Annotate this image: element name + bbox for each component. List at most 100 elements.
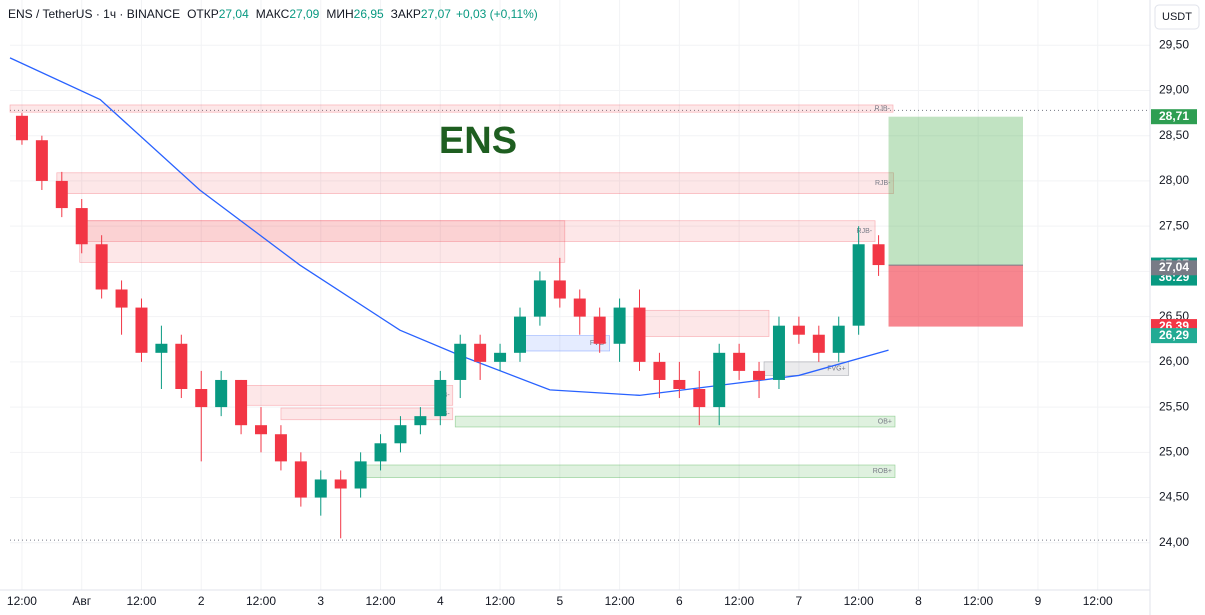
zone-label: RJB- [857, 228, 873, 235]
candle-body [175, 343, 188, 389]
candle-body [374, 443, 387, 462]
candle-body [135, 307, 148, 353]
candle-body [872, 244, 885, 266]
zone [365, 464, 896, 479]
candle-body [314, 479, 327, 498]
target-zone [888, 116, 1024, 266]
zone [79, 220, 566, 263]
candle-body [195, 389, 208, 408]
candle-body [593, 316, 606, 344]
candle-body [235, 379, 248, 426]
legend-item: +0,03 (+0,11%) [456, 7, 538, 21]
zone [240, 385, 454, 406]
annotation: ENS [439, 120, 517, 162]
candle-body [693, 389, 706, 408]
candle-body [294, 461, 307, 498]
y-tick-label: 27,50 [1159, 218, 1189, 232]
price-label: 26,29 [1159, 328, 1189, 342]
x-tick-label: 12:00 [963, 594, 993, 608]
candle-body [553, 280, 566, 299]
legend: ENS / TetherUS · 1ч · BINANCE ОТКР27,04 МА… [8, 7, 538, 21]
candle-body [812, 334, 825, 353]
legend-item: 26,95 [354, 7, 384, 21]
legend-item: ЗАКР [391, 7, 421, 21]
candle-body [494, 352, 507, 362]
candle-body [434, 379, 447, 417]
zone-label: RJB- [874, 105, 890, 112]
candle-body [95, 244, 108, 290]
x-tick-label: 12:00 [844, 594, 874, 608]
x-tick-label: 12:00 [724, 594, 754, 608]
candle-body [35, 140, 48, 181]
candle-body [673, 379, 686, 389]
x-tick-label: 12:00 [7, 594, 37, 608]
x-tick-label: 12:00 [605, 594, 635, 608]
x-tick-label: Авг [72, 594, 91, 608]
candle-body [573, 298, 586, 317]
zone [56, 172, 894, 194]
price-label-bg [1151, 109, 1197, 125]
candle-body [533, 280, 546, 317]
candle-body [633, 307, 646, 362]
legend-item: 27,07 [421, 7, 451, 21]
x-tick-label: 3 [317, 594, 324, 608]
legend-item: 27,04 [219, 7, 249, 21]
stop-zone [888, 265, 1024, 327]
candle-body [274, 434, 287, 462]
x-tick-label: 12:00 [485, 594, 515, 608]
candle-body [832, 325, 845, 353]
zone-label: RJB- [875, 180, 891, 187]
y-tick-label: 25,00 [1159, 444, 1189, 458]
y-tick-label: 25,50 [1159, 399, 1189, 413]
zone [9, 104, 894, 113]
x-tick-label: 8 [915, 594, 922, 608]
x-tick-label: 6 [676, 594, 683, 608]
candle-body [852, 244, 865, 326]
currency[interactable]: USDT [1162, 11, 1192, 23]
candle-body [55, 180, 68, 209]
x-tick-label: 4 [437, 594, 444, 608]
candle-body [474, 343, 487, 362]
y-tick-label: 29,50 [1159, 37, 1189, 51]
plot-area: RJB-RJB-RJB-OB+ROB+OB-RJB-FVG-FVG+ [9, 0, 1150, 590]
candle-body [394, 425, 407, 444]
y-tick-label: 26,00 [1159, 354, 1189, 368]
candle-body [414, 416, 427, 426]
y-tick-label: 29,00 [1159, 83, 1189, 97]
zone-label: FVG+ [827, 365, 845, 372]
price-label-bg [1151, 260, 1197, 276]
price-label: 28,71 [1159, 109, 1189, 123]
legend-item: ENS / TetherUS · 1ч · BINANCE [8, 7, 180, 21]
candle-body [753, 370, 766, 380]
candle-body [733, 352, 746, 371]
candle-body [454, 343, 467, 380]
x-tick-label: 12:00 [1083, 594, 1113, 608]
legend-item: МАКС [256, 7, 290, 21]
x-tick-label: 7 [796, 594, 803, 608]
candle-body [354, 461, 367, 489]
zone [763, 361, 850, 376]
zone-label: ROB+ [873, 468, 892, 475]
zone [639, 309, 770, 337]
candle-body [255, 425, 268, 435]
zone-label: OB+ [878, 418, 892, 425]
candle-body [15, 115, 28, 141]
y-tick-label: 28,50 [1159, 128, 1189, 142]
x-tick-label: 12:00 [246, 594, 276, 608]
currency-button[interactable] [1154, 4, 1200, 30]
legend-item: МИН [326, 7, 353, 21]
legend-item: ОТКР [187, 7, 219, 21]
x-tick-label: 12:00 [126, 594, 156, 608]
legend-text: ENS / TetherUS · 1ч · BINANCE ОТКР27,04 МА… [8, 7, 538, 21]
zone [280, 407, 454, 421]
candle-body [513, 316, 526, 353]
candle-body [713, 352, 726, 408]
candle-body [155, 343, 168, 353]
candle-body [215, 379, 228, 408]
y-tick-label: 24,50 [1159, 490, 1189, 504]
x-tick-label: 2 [198, 594, 205, 608]
x-tick-label: 5 [556, 594, 563, 608]
y-tick-label: 24,00 [1159, 535, 1189, 549]
